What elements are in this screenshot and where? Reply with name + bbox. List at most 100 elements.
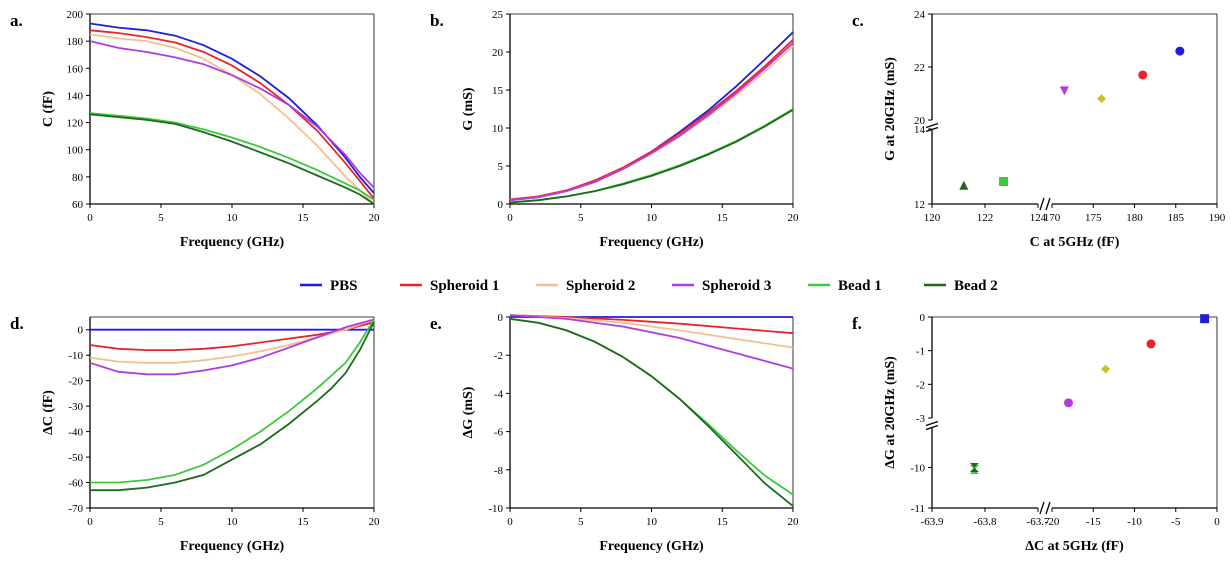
x-tick-label: 15 xyxy=(298,212,310,224)
chart-panel-c: c. C at 5GHz (fF) G at 20GHz (mS) 120 122 124… xyxy=(852,9,1226,250)
x-axis-title: Frequency (GHz) xyxy=(180,235,285,250)
y-tick-label: -10 xyxy=(910,463,925,475)
x-tick-label: 190 xyxy=(1209,212,1226,224)
panel-label: c. xyxy=(852,11,864,30)
x-tick-label: -63.9 xyxy=(921,516,944,528)
series-line-pbs xyxy=(89,22,375,194)
y-tick-label: -10 xyxy=(488,503,503,515)
y-tick-label: -40 xyxy=(68,427,83,439)
panel-label: d. xyxy=(10,314,24,333)
panel-label: e. xyxy=(430,314,442,333)
series-line-spheroid-3 xyxy=(509,314,794,370)
chart-panel-d: d. Frequency (GHz) ΔC (fF) 0 5 10 15 20 -70 -60 -5… xyxy=(10,314,380,554)
legend-label: Bead 2 xyxy=(954,278,998,294)
series-line-bead-2 xyxy=(509,109,794,204)
y-tick-label: 180 xyxy=(67,36,84,48)
legend-label: Spheroid 2 xyxy=(566,278,635,294)
legend-item-spheroid-1: Spheroid 1 xyxy=(400,278,499,294)
x-tick-label: 5 xyxy=(158,516,164,528)
x-axis-title: C at 5GHz (fF) xyxy=(1030,235,1120,250)
point-spheroid-2 xyxy=(1097,94,1106,104)
series-line-spheroid-2 xyxy=(89,33,375,205)
point-pbs xyxy=(1175,46,1185,56)
panel-label: a. xyxy=(10,11,23,30)
legend-item-spheroid-2: Spheroid 2 xyxy=(536,278,635,294)
x-tick-label: 20 xyxy=(369,212,381,224)
y-axis-title: ΔG (mS) xyxy=(461,386,476,438)
chart-panel-e: e. Frequency (GHz) ΔG (mS) 0 5 10 15 20 -10 -8 -6 -… xyxy=(430,312,799,554)
x-tick-label: 122 xyxy=(977,212,994,224)
x-axis-title: Frequency (GHz) xyxy=(599,539,704,554)
x-axis-break xyxy=(1045,197,1051,211)
x-tick-label: 15 xyxy=(298,516,310,528)
y-tick-label: -10 xyxy=(68,350,83,362)
legend-item-bead-2: Bead 2 xyxy=(924,278,998,294)
series-line-bead-1 xyxy=(509,108,794,204)
x-tick-label: -63.7 xyxy=(1027,516,1050,528)
y-axis-title: ΔC (fF) xyxy=(41,390,56,435)
y-tick-label: -8 xyxy=(494,465,504,477)
point-pbs xyxy=(1200,314,1210,324)
y-axis-title: G at 20GHz (mS) xyxy=(883,57,898,161)
series-line-bead-2 xyxy=(89,113,375,205)
y-axis-title: G (mS) xyxy=(461,87,476,131)
y-tick-label: 0 xyxy=(498,199,504,211)
x-tick-label: -20 xyxy=(1045,516,1060,528)
series-line-spheroid-2 xyxy=(509,45,794,202)
y-tick-label: 5 xyxy=(498,161,504,173)
legend-label: Bead 1 xyxy=(838,278,882,294)
x-tick-label: 5 xyxy=(578,516,584,528)
legend-item-spheroid-3: Spheroid 3 xyxy=(672,278,771,294)
point-bead-1 xyxy=(999,177,1009,186)
x-tick-label: 0 xyxy=(507,212,513,224)
y-tick-label: -11 xyxy=(911,503,925,515)
y-tick-label: -60 xyxy=(68,478,83,490)
y-axis-title: ΔG at 20GHz (mS) xyxy=(883,356,898,469)
x-axis-title: Frequency (GHz) xyxy=(180,539,285,554)
y-tick-label: 140 xyxy=(67,90,84,102)
x-tick-label: 15 xyxy=(717,212,729,224)
x-tick-label: 0 xyxy=(507,516,513,528)
x-tick-label: 0 xyxy=(87,516,93,528)
legend-label: Spheroid 3 xyxy=(702,278,771,294)
y-tick-label: 20 xyxy=(914,115,926,127)
point-spheroid-3 xyxy=(1064,398,1073,408)
x-tick-label: 10 xyxy=(227,212,239,224)
x-axis-break xyxy=(1039,197,1045,211)
series-line-bead-2 xyxy=(90,321,375,492)
legend-item-bead-1: Bead 1 xyxy=(808,278,882,294)
series-line-spheroid-2 xyxy=(89,318,375,364)
y-tick-label: 20 xyxy=(492,47,504,59)
y-tick-label: 160 xyxy=(67,63,84,75)
legend-label: Spheroid 1 xyxy=(430,278,499,294)
y-tick-label: 0 xyxy=(78,325,84,337)
y-tick-label: 120 xyxy=(67,118,84,130)
y-tick-label: 25 xyxy=(492,9,504,21)
x-axis-break xyxy=(1039,501,1045,515)
panel-label: b. xyxy=(430,11,444,30)
series-line-spheroid-1 xyxy=(89,321,375,352)
point-bead-2 xyxy=(969,463,979,472)
series-line-spheroid-2 xyxy=(509,314,794,349)
series-line-spheroid-3 xyxy=(509,42,794,202)
y-tick-label: 10 xyxy=(492,123,504,135)
y-tick-label: 22 xyxy=(914,62,925,74)
x-tick-label: -5 xyxy=(1171,516,1181,528)
x-tick-label: 10 xyxy=(646,516,658,528)
chart-panel-f: f. ΔC at 5GHz (fF) ΔG at 20GHz (mS) -63.9 -6… xyxy=(852,312,1220,554)
x-tick-label: 20 xyxy=(788,516,800,528)
chart-panel-a: a. Frequency (GHz) C (fF) 0 5 10 15 20 60 80 100 12… xyxy=(10,9,380,250)
point-spheroid-2 xyxy=(1101,364,1111,374)
y-tick-label: -2 xyxy=(916,379,925,391)
point-spheroid-3 xyxy=(1059,86,1069,96)
y-tick-label: 80 xyxy=(72,172,84,184)
y-axis-break xyxy=(925,424,939,431)
x-tick-label: 120 xyxy=(924,212,941,224)
x-tick-label: -10 xyxy=(1127,516,1142,528)
x-axis-title: ΔC at 5GHz (fF) xyxy=(1025,539,1124,554)
x-tick-label: 5 xyxy=(158,212,164,224)
x-tick-label: 180 xyxy=(1126,212,1143,224)
y-axis-break xyxy=(925,122,939,129)
y-axis-title: C (fF) xyxy=(41,91,56,127)
